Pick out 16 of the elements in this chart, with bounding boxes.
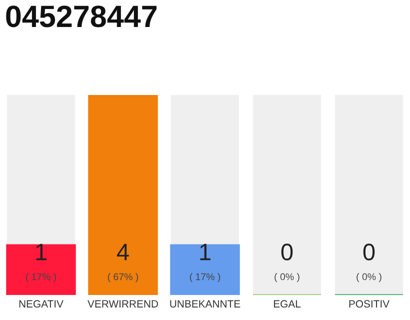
data-label: 0 bbox=[363, 244, 375, 260]
data-label: 1 bbox=[200, 244, 210, 260]
chart-title: 045278447 bbox=[6, 6, 157, 28]
annotation: ( 17% ) bbox=[190, 273, 220, 282]
x-tick-label: NEGATIV bbox=[19, 300, 64, 308]
annotation: ( 0% ) bbox=[356, 273, 382, 282]
data-label: 0 bbox=[281, 244, 293, 260]
x-tick-label: EGAL bbox=[274, 300, 301, 308]
data-label: 4 bbox=[116, 244, 129, 260]
data-label: 1 bbox=[36, 244, 46, 260]
annotation: ( 17% ) bbox=[26, 273, 56, 282]
x-tick-label: VERWIRREND bbox=[88, 300, 158, 308]
x-tick-label: UNBEKANNTE bbox=[170, 300, 240, 308]
annotation: ( 67% ) bbox=[108, 273, 138, 282]
annotation: ( 0% ) bbox=[274, 273, 300, 282]
x-tick-label: POSITIV bbox=[349, 300, 390, 308]
